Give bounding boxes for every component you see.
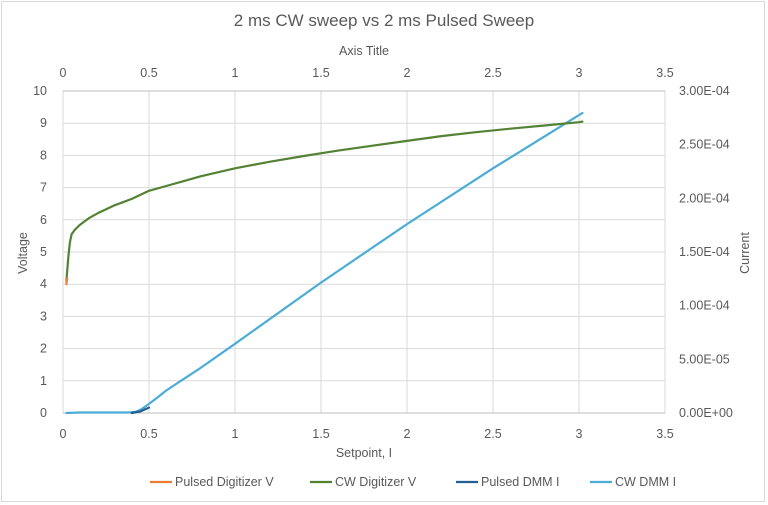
x-tick-label-bottom: 0.5 <box>140 427 157 441</box>
y-tick-label: 2 <box>40 342 47 356</box>
y-tick-label: 0 <box>40 406 47 420</box>
series-line-3 <box>130 406 151 415</box>
tick-labels: 012345678910000.50.5111.51.5222.52.5333.… <box>33 66 733 441</box>
x-tick-label-top: 3.5 <box>656 66 673 80</box>
gridlines <box>62 90 666 414</box>
x-tick-label-bottom: 1.5 <box>312 427 329 441</box>
x-tick-label-top: 1.5 <box>312 66 329 80</box>
x-tick-label-bottom: 3 <box>576 427 583 441</box>
x-tick-label-bottom: 2.5 <box>484 427 501 441</box>
legend-label-2: CW Digitizer V <box>335 475 417 489</box>
x-tick-label-top: 1 <box>232 66 239 80</box>
y2-tick-label: 1.50E-04 <box>679 245 730 259</box>
y-axis-title: Voltage <box>16 232 30 274</box>
series-line-2 <box>65 120 584 283</box>
x-tick-label-top: 3 <box>576 66 583 80</box>
y-tick-label: 10 <box>33 84 47 98</box>
axes <box>63 90 665 414</box>
x-tick-label-bottom: 2 <box>404 427 411 441</box>
y2-tick-label: 3.00E-04 <box>679 84 730 98</box>
x-tick-label-bottom: 0 <box>60 427 67 441</box>
y2-axis-title: Current <box>738 232 752 274</box>
x-tick-label-bottom: 3.5 <box>656 427 673 441</box>
series-line-1 <box>65 276 69 286</box>
legend-label-4: CW DMM I <box>615 475 676 489</box>
y2-tick-label: 2.50E-04 <box>679 138 730 152</box>
x-tick-label-bottom: 1 <box>232 427 239 441</box>
x-tick-label-top: 0.5 <box>140 66 157 80</box>
x-tick-label-top: 0 <box>60 66 67 80</box>
series-lines <box>65 111 584 415</box>
y2-tick-label: 5.00E-05 <box>679 352 730 366</box>
y-tick-label: 3 <box>40 309 47 323</box>
y-tick-label: 6 <box>40 213 47 227</box>
y2-tick-label: 2.00E-04 <box>679 191 730 205</box>
y2-tick-label: 1.00E-04 <box>679 299 730 313</box>
x-axis-title: Setpoint, I <box>336 446 392 460</box>
series-line-4 <box>65 111 584 415</box>
y-tick-label: 1 <box>40 374 47 388</box>
legend: Pulsed Digitizer V CW Digitizer V Pulsed D… <box>150 475 676 489</box>
y-tick-label: 5 <box>40 245 47 259</box>
legend-label-3: Pulsed DMM I <box>481 475 560 489</box>
x-tick-label-top: 2.5 <box>484 66 501 80</box>
y-tick-label: 9 <box>40 116 47 130</box>
y-tick-label: 4 <box>40 277 47 291</box>
y2-tick-label: 0.00E+00 <box>679 406 733 420</box>
y-tick-label: 8 <box>40 148 47 162</box>
top-axis-title: Axis Title <box>339 44 389 58</box>
legend-label-1: Pulsed Digitizer V <box>175 475 274 489</box>
y-tick-label: 7 <box>40 181 47 195</box>
x-tick-label-top: 2 <box>404 66 411 80</box>
chart-title: 2 ms CW sweep vs 2 ms Pulsed Sweep <box>234 11 534 30</box>
